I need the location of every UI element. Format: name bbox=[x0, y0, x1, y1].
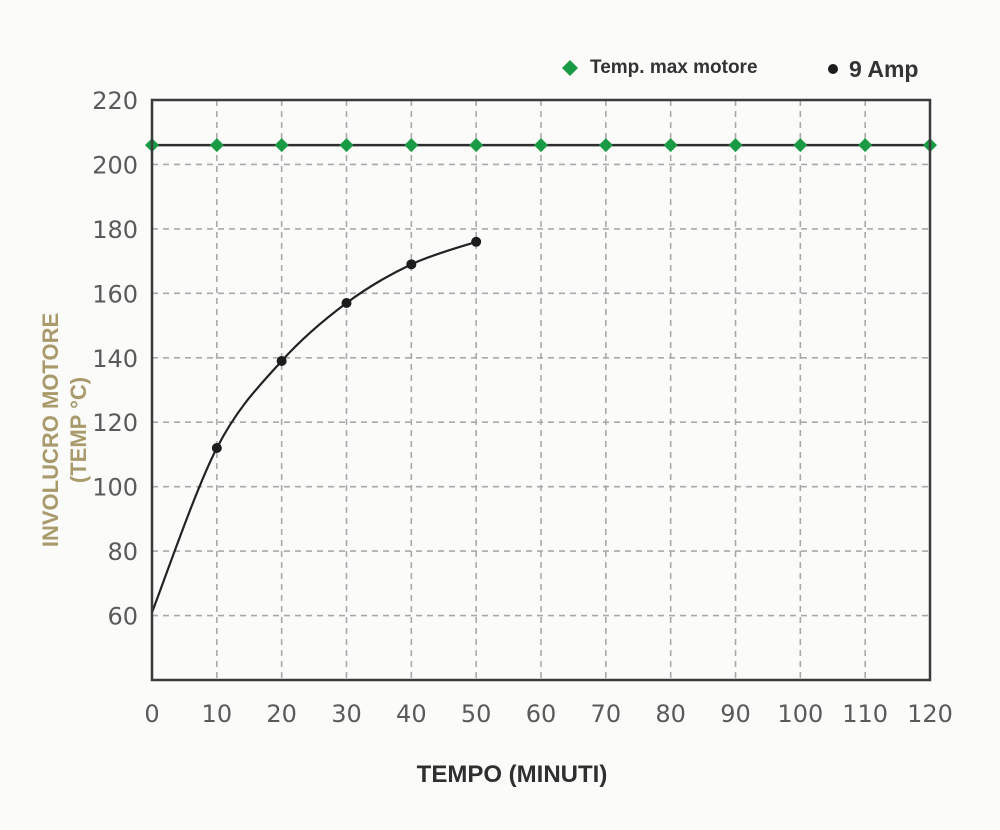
data-point-temp-max bbox=[793, 138, 808, 153]
data-point-9-amp bbox=[471, 236, 482, 247]
data-point-temp-max bbox=[663, 138, 678, 153]
y-tick-label: 60 bbox=[107, 603, 138, 631]
data-point-9-amp bbox=[211, 443, 222, 453]
x-tick-label: 30 bbox=[331, 700, 362, 728]
x-tick-label: 10 bbox=[202, 700, 233, 728]
y-tick-label: 100 bbox=[92, 474, 138, 502]
series-line-9-amp bbox=[150, 240, 477, 613]
legend-marker-temp-max bbox=[562, 60, 578, 76]
x-tick-label: 50 bbox=[461, 700, 492, 728]
x-tick-label: 0 bbox=[144, 700, 159, 728]
y-axis-label-line2: (TEMP °C) bbox=[66, 377, 91, 483]
x-tick-label: 60 bbox=[526, 700, 557, 728]
x-axis-label: TEMPO (MINUTI) bbox=[417, 761, 608, 788]
y-tick-label: 160 bbox=[92, 280, 138, 308]
data-point-temp-max bbox=[728, 138, 743, 153]
data-point-temp-max bbox=[469, 138, 484, 153]
y-tick-label: 220 bbox=[92, 87, 138, 115]
legend-label-temp-max: Temp. max motore bbox=[590, 57, 758, 78]
legend: Temp. max motore 9 Amp bbox=[562, 56, 918, 82]
data-point-temp-max bbox=[209, 138, 224, 153]
data-point-9-amp bbox=[276, 356, 287, 366]
data-point-temp-max bbox=[858, 138, 873, 153]
x-tick-label: 90 bbox=[720, 700, 751, 728]
data-point-9-amp bbox=[341, 298, 352, 308]
x-tick-label: 100 bbox=[777, 700, 823, 728]
data-point-temp-max bbox=[598, 138, 613, 153]
x-tick-label: 110 bbox=[842, 700, 888, 728]
data-point-9-amp bbox=[406, 259, 417, 270]
y-tick-label: 180 bbox=[92, 216, 138, 244]
x-tick-label: 70 bbox=[591, 700, 622, 728]
x-tick-label: 40 bbox=[396, 700, 427, 728]
data-point-temp-max bbox=[339, 138, 354, 153]
y-tick-label: 140 bbox=[92, 345, 138, 373]
y-axis-label-line1: INVOLUCRO MOTORE bbox=[38, 313, 63, 547]
x-tick-label: 20 bbox=[266, 700, 297, 728]
x-tick-label: 80 bbox=[655, 700, 686, 728]
y-tick-label: 200 bbox=[92, 151, 138, 179]
legend-label-9-amp: 9 Amp bbox=[849, 56, 918, 82]
plot-frame bbox=[150, 98, 932, 682]
series bbox=[145, 138, 937, 613]
y-axis-label: INVOLUCRO MOTORE (TEMP °C) bbox=[38, 313, 91, 547]
legend-marker-9-amp bbox=[828, 64, 838, 74]
tick-labels: 0 10 20 30 40 50 60 70 80 90 100 110 120 60 80 100 120 14… bbox=[92, 87, 953, 728]
data-point-temp-max bbox=[404, 138, 419, 153]
y-tick-label: 80 bbox=[107, 538, 138, 566]
x-tick-label: 120 bbox=[907, 700, 953, 728]
grid bbox=[152, 100, 930, 680]
data-point-temp-max bbox=[534, 138, 548, 153]
data-point-temp-max bbox=[274, 138, 289, 153]
y-tick-label: 120 bbox=[92, 409, 138, 437]
